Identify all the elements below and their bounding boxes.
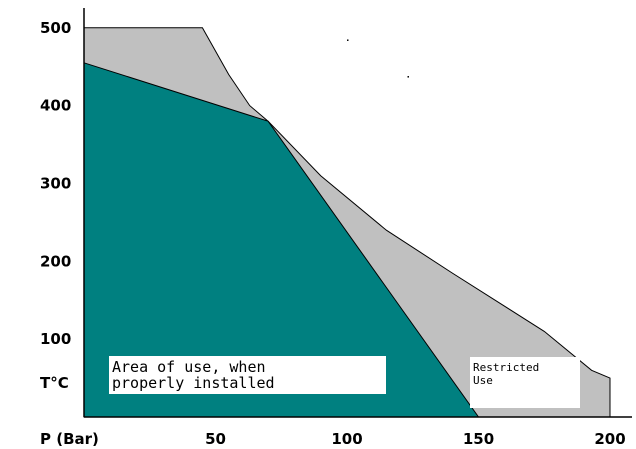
stray-dot [347,39,349,41]
x-tick-label: 150 [463,430,494,448]
y-axis-label: T°C [40,374,69,392]
x-tick-label: 200 [594,430,625,448]
x-axis-label: P (Bar) [40,430,99,448]
area-of-use-label-box [109,356,386,394]
restricted-use-label: Restricted [473,361,539,374]
axes [83,8,632,418]
x-tick-label: 100 [331,430,362,448]
y-tick-label: 400 [40,97,71,115]
area-of-use-label: properly installed [112,374,275,392]
stray-dot [407,76,409,78]
restricted-use-label-box [470,357,580,408]
y-tick-label: 200 [40,252,71,270]
y-tick-label: 100 [40,330,71,348]
x-tick-label: 50 [205,430,226,448]
tick-labels: 100 200 300 400 500 50 100 150 200 [40,19,626,448]
y-tick-label: 500 [40,19,71,37]
restricted-use-label: Use [473,374,493,387]
y-tick-label: 300 [40,174,71,192]
area-of-use-label: Area of use, when [112,358,266,376]
